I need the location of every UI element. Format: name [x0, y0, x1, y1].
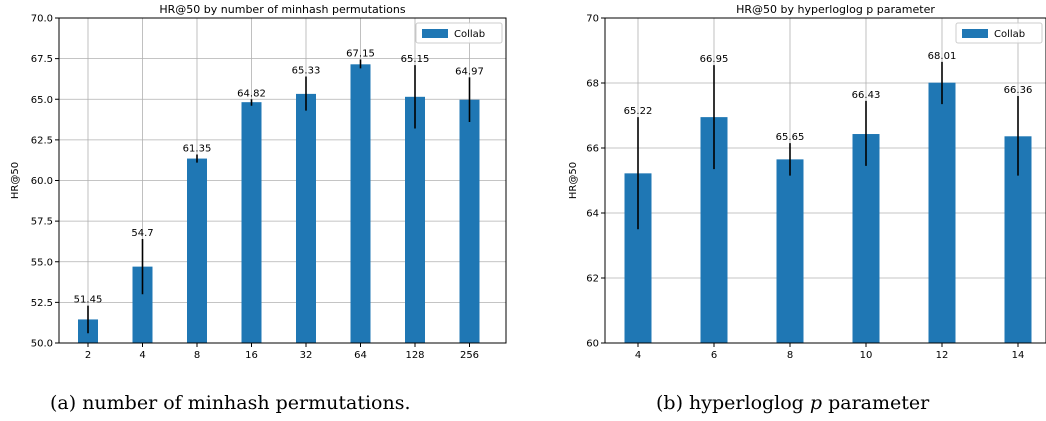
data-label: 65.15: [401, 54, 430, 65]
data-label: 66.43: [852, 90, 881, 101]
chart-hyperloglog-p: 65.2266.9565.6566.4368.0166.366062646668…: [568, 3, 1046, 361]
legend-label: Collab: [454, 29, 485, 40]
bar: [187, 158, 207, 343]
y-tick-label: 62.5: [31, 135, 53, 146]
x-tick-label: 256: [460, 350, 479, 361]
data-label: 61.35: [183, 144, 212, 155]
caption-right-italic: p: [809, 392, 823, 414]
data-label: 66.95: [700, 54, 729, 65]
x-tick-label: 2: [85, 350, 91, 361]
data-label: 64.97: [455, 66, 484, 77]
x-tick-label: 8: [787, 350, 793, 361]
data-label: 65.65: [776, 132, 805, 143]
bar: [776, 159, 804, 343]
y-tick-label: 50.0: [31, 339, 53, 350]
y-axis-label: HR@50: [568, 162, 579, 199]
data-label: 65.22: [624, 106, 653, 117]
caption-right-suffix: parameter: [822, 392, 930, 414]
data-label: 67.15: [346, 48, 375, 59]
x-tick-label: 12: [936, 350, 949, 361]
y-axis-label: HR@50: [10, 162, 21, 199]
chart-minhash-permutations: 51.45 54.7 61.35 64.82 65.33 67.15 65.15 64.97 5…: [10, 3, 507, 361]
x-tick-label: 16: [245, 350, 258, 361]
y-tick-label: 67.5: [31, 54, 53, 65]
y-tick-label: 66: [586, 144, 599, 155]
bar: [459, 99, 480, 343]
axes-frame: [604, 17, 1046, 344]
bar: [296, 93, 316, 343]
y-tick-label: 68: [586, 79, 599, 90]
x-tick-label: 128: [405, 350, 424, 361]
y-tick-label: 64: [586, 209, 599, 220]
chart-title: HR@50 by number of minhash permutations: [159, 3, 405, 16]
y-tick-label: 57.5: [31, 217, 53, 228]
x-tick-label: 4: [635, 350, 641, 361]
bar: [405, 96, 425, 343]
caption-right: (b) hyperloglog p parameter: [656, 392, 929, 414]
x-tick-label: 8: [194, 350, 200, 361]
data-label: 51.45: [74, 295, 103, 306]
y-tick-label: 62: [586, 274, 599, 285]
legend-swatch: [962, 29, 988, 38]
x-tick-label: 64: [354, 350, 367, 361]
legend-label: Collab: [994, 29, 1025, 40]
legend: Collab: [955, 22, 1043, 44]
data-label: 68.01: [928, 51, 957, 62]
chart-title: HR@50 by hyperloglog p parameter: [736, 3, 935, 16]
y-tick-label: 65.0: [31, 95, 53, 106]
x-tick-label: 6: [711, 350, 717, 361]
legend-swatch: [422, 29, 448, 38]
data-label: 65.33: [292, 66, 321, 77]
y-tick-label: 60: [586, 339, 599, 350]
y-tick-label: 55.0: [31, 257, 53, 268]
x-tick-label: 4: [139, 350, 145, 361]
y-tick-label: 70: [586, 14, 599, 25]
x-tick-label: 14: [1012, 350, 1025, 361]
y-tick-label: 52.5: [31, 298, 53, 309]
legend: Collab: [415, 22, 503, 44]
caption-left: (a) number of minhash permutations.: [50, 392, 411, 414]
y-tick-label: 60.0: [31, 176, 53, 187]
x-tick-label: 10: [860, 350, 873, 361]
bar: [132, 266, 153, 343]
bar: [350, 64, 371, 343]
data-label: 66.36: [1004, 85, 1033, 96]
caption-left-text: (a) number of minhash permutations.: [50, 392, 411, 414]
caption-right-prefix: (b) hyperloglog: [656, 392, 810, 414]
data-label: 54.7: [131, 228, 153, 239]
bar: [852, 134, 880, 343]
data-label: 64.82: [237, 88, 266, 99]
y-tick-label: 70.0: [31, 14, 53, 25]
x-tick-label: 32: [300, 350, 313, 361]
bar: [241, 102, 262, 343]
bar: [928, 82, 956, 344]
